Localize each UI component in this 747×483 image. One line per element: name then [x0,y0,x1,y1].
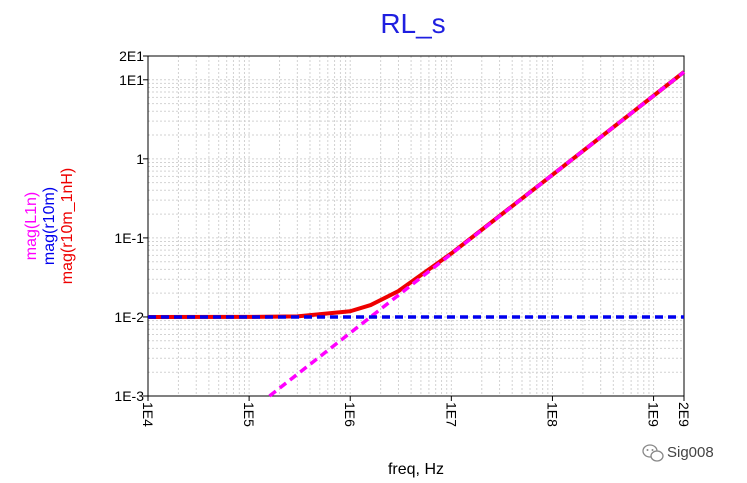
chart-title: RL_s [380,8,445,39]
y-tick-label: 1E-3 [114,388,144,404]
x-tick-label: 1E5 [241,402,257,427]
legend-mag-l1n: mag(L1n) [23,192,40,260]
y-tick-labels: 1E-3 1E-2 1E-1 1 1E1 2E1 [114,48,148,404]
x-tick-label: 1E7 [443,402,459,427]
watermark: Sig008 [642,444,714,462]
y-tick-label: 1E-1 [114,230,144,246]
legend-mag-r10m: mag(r10m) [41,187,58,265]
plot-area-frame [147,55,685,397]
y-tick-label: 1E1 [119,72,144,88]
grid [148,56,684,396]
series-line-mag-l1n [268,70,686,398]
y-tick-label: 1 [136,151,144,167]
wechat-icon [642,444,664,462]
x-axis-label: freq, Hz [388,461,444,478]
x-tick-label: 1E9 [646,402,662,427]
watermark-text: Sig008 [667,444,714,461]
x-tick-label: 1E6 [342,402,358,427]
x-tick-label: 2E9 [676,402,692,427]
x-tick-label: 1E8 [544,402,560,427]
y-tick-label: 1E-2 [114,309,144,325]
x-tick-label: 1E4 [140,402,156,427]
legend-mag-r10m-1nh: mag(r10m_1nH) [59,168,76,284]
x-tick-labels: 1E4 1E5 1E6 1E7 1E8 1E9 2E9 [140,396,692,427]
series-layer [147,70,686,398]
y-tick-label: 2E1 [119,48,144,64]
